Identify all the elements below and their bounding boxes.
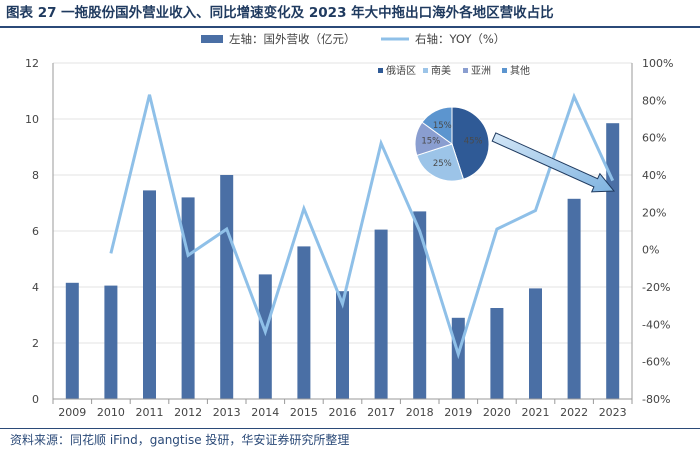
axes: 0 2 4 6 8 10 12 -80% -60% -40% -20% 0% 20% 40% 60% 80% 1…	[25, 57, 673, 419]
x-tick-label: 2020	[483, 406, 511, 419]
x-tick-label: 2010	[97, 406, 125, 419]
left-tick-label: 6	[32, 225, 39, 238]
bar-2018	[413, 211, 427, 399]
bar-2021	[529, 288, 542, 399]
right-tick-label: 0%	[642, 244, 659, 257]
right-tick-label: 60%	[642, 132, 666, 145]
x-tick-label: 2011	[136, 406, 164, 419]
legend: 左轴：国外营收（亿元） 右轴：YOY（%）	[201, 32, 505, 46]
bar-2020	[490, 308, 504, 399]
legend-bar-swatch	[201, 35, 223, 43]
pie-slice-俄语区	[451, 106, 490, 180]
callout-arrow	[491, 132, 616, 193]
pie-slice-label: 25%	[433, 159, 452, 169]
inset-pie: 俄语区 南美 亚洲 其他 45% 25% 15% 15%	[378, 64, 530, 182]
pie-legend-swatch	[378, 68, 383, 73]
pie-slice-label: 15%	[433, 121, 452, 131]
title-divider	[0, 26, 700, 28]
left-tick-label: 0	[32, 393, 39, 406]
x-tick-label: 2023	[599, 406, 627, 419]
right-tick-label: 100%	[642, 57, 673, 70]
pie-legend-swatch	[502, 68, 507, 73]
bar-2012	[181, 197, 195, 399]
bar-2016	[336, 291, 349, 399]
right-tick-label: -40%	[642, 318, 670, 331]
x-tick-label: 2018	[406, 406, 434, 419]
callout-arrow-shape	[491, 132, 616, 193]
footer-divider	[0, 428, 700, 429]
bar-2015	[297, 246, 311, 399]
source-note: 资料来源：同花顺 iFind，gangtise 投研，华安证券研究所整理	[10, 433, 350, 447]
bar-2017	[374, 229, 388, 399]
x-tick-label: 2019	[444, 406, 472, 419]
bar-2022	[567, 198, 581, 399]
left-tick-label: 4	[32, 281, 39, 294]
chart-title: 图表 27 一拖股份国外营业收入、同比增速变化及 2023 年大中拖出口海外各地…	[6, 5, 554, 21]
bar-2009	[65, 282, 79, 399]
pie-legend-label: 南美	[431, 64, 451, 77]
yoy-line	[109, 92, 615, 360]
x-tick-label: 2017	[367, 406, 395, 419]
pie-slice-label: 15%	[421, 137, 440, 147]
pie-legend-label: 亚洲	[471, 65, 491, 77]
right-tick-label: 20%	[642, 206, 666, 219]
right-tick-label: 40%	[642, 169, 666, 182]
x-tick-label: 2016	[329, 406, 357, 419]
x-tick-label: 2012	[174, 406, 202, 419]
right-tick-label: 80%	[642, 94, 666, 107]
pie-legend-swatch	[463, 68, 468, 73]
x-tick-label: 2014	[251, 406, 279, 419]
legend-line-label: 右轴：YOY（%）	[415, 32, 505, 46]
bar-2011	[143, 190, 156, 399]
line-series	[109, 92, 615, 360]
pie-legend-label: 其他	[510, 64, 530, 77]
pie-legend-label: 俄语区	[386, 65, 416, 77]
pie-slice-南美	[416, 143, 465, 182]
x-tick-label: 2009	[58, 406, 86, 419]
pie-slice-其他	[421, 106, 453, 145]
left-tick-label: 12	[25, 57, 39, 70]
bar-2013	[220, 175, 234, 399]
pie-slice-label: 45%	[464, 137, 483, 147]
left-tick-label: 8	[32, 169, 39, 182]
bar-2014	[258, 274, 272, 399]
pie-legend-swatch	[423, 68, 428, 73]
right-tick-label: -60%	[642, 356, 670, 369]
x-tick-label: 2015	[290, 406, 318, 419]
x-tick-label: 2022	[560, 406, 588, 419]
bar-2010	[104, 285, 118, 399]
x-tick-label: 2013	[213, 406, 241, 419]
right-tick-label: -20%	[642, 281, 670, 294]
legend-bar-label: 左轴：国外营收（亿元）	[229, 32, 356, 46]
left-tick-label: 2	[32, 337, 39, 350]
bar-2023	[606, 123, 620, 399]
right-tick-label: -80%	[642, 393, 670, 406]
bar-series	[65, 123, 620, 399]
left-tick-label: 10	[25, 113, 39, 126]
x-tick-label: 2021	[522, 406, 550, 419]
combo-chart: 0 2 4 6 8 10 12 -80% -60% -40% -20% 0% 20% 40% 60% 80% 1…	[25, 32, 673, 419]
